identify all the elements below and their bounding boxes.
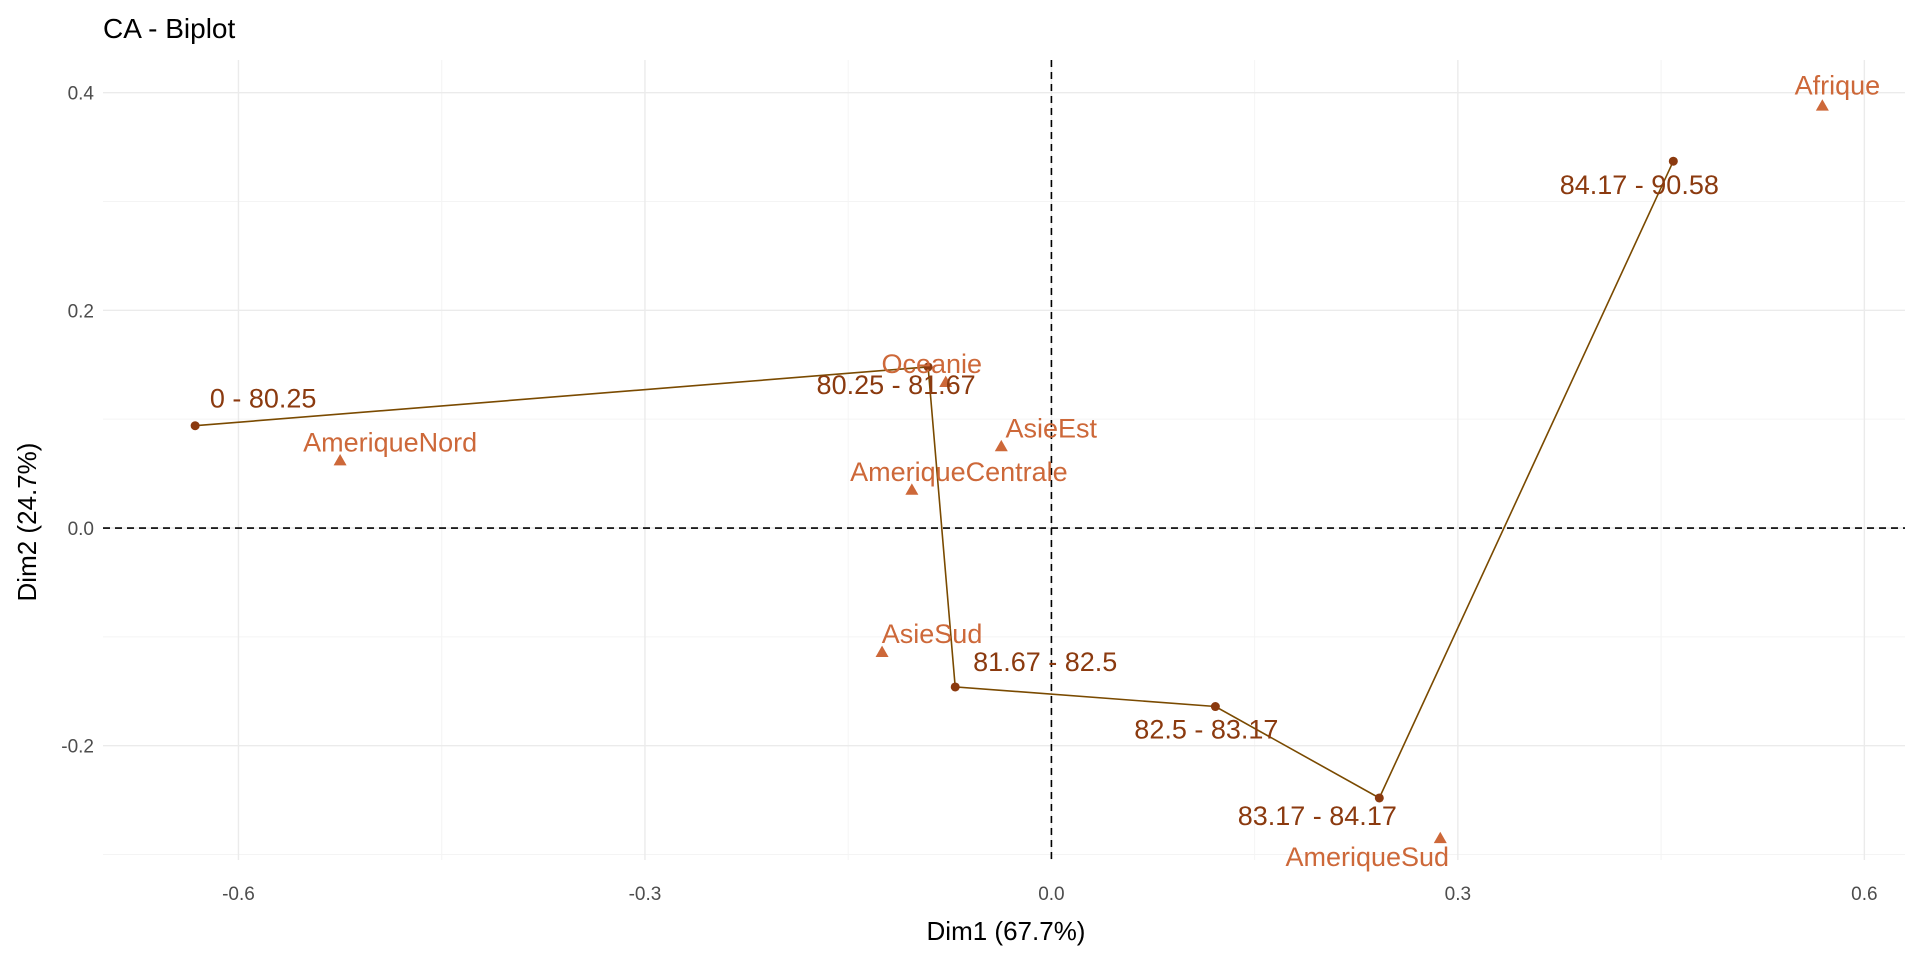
zero-reference-lines — [103, 60, 1905, 860]
row-point — [1210, 702, 1220, 712]
row-point-label: 80.25 - 81.67 — [817, 370, 976, 400]
column-point-label: AmeriqueSud — [1285, 842, 1449, 872]
row-point — [1374, 793, 1384, 803]
column-point — [333, 454, 347, 466]
x-tick-label: 0.0 — [1038, 884, 1064, 905]
x-tick-label: 0.6 — [1851, 884, 1877, 905]
column-point — [994, 439, 1008, 452]
row-point-label: 84.17 - 90.58 — [1560, 170, 1719, 200]
column-point-label: AmeriqueNord — [303, 428, 477, 458]
x-tick-label: 0.3 — [1445, 884, 1471, 905]
row-point-label: 81.67 - 82.5 — [973, 647, 1117, 677]
x-tick-label: -0.6 — [222, 884, 255, 905]
x-tick-label: -0.3 — [629, 884, 662, 905]
column-point-label: Afrique — [1795, 71, 1881, 101]
data-points — [190, 99, 1829, 844]
column-point-label: AsieEst — [1006, 413, 1098, 443]
row-point-label: 83.17 - 84.17 — [1238, 801, 1397, 831]
row-trajectory-line — [195, 160, 1675, 800]
column-point-label: AsieSud — [882, 619, 983, 649]
chart-title: CA - Biplot — [103, 13, 235, 44]
row-point — [1668, 156, 1678, 166]
x-axis-title: Dim1 (67.7%) — [927, 916, 1086, 946]
y-axis-title: Dim2 (24.7%) — [12, 443, 42, 602]
row-point — [190, 421, 200, 431]
axis-ticks: -0.6 -0.3 0.0 0.3 0.6 -0.2 0.0 0.2 0.4 — [61, 84, 1877, 905]
y-tick-label: 0.0 — [68, 519, 94, 540]
column-point — [939, 375, 953, 388]
column-point — [905, 483, 919, 495]
row-point-label: 0 - 80.25 — [210, 384, 317, 414]
column-point-label: AmeriqueCentrale — [850, 457, 1068, 487]
row-trajectory — [195, 160, 1675, 800]
column-point — [1433, 831, 1447, 844]
column-point-label: Oceanie — [881, 349, 982, 379]
y-tick-label: 0.2 — [68, 301, 94, 322]
column-point — [1815, 99, 1829, 111]
data-labels: 0 - 80.25 80.25 - 81.67 81.67 - 82.5 82.5 -… — [210, 71, 1880, 873]
row-point — [950, 682, 960, 692]
column-point — [875, 645, 889, 657]
row-point-label: 82.5 - 83.17 — [1134, 715, 1278, 745]
y-tick-label: 0.4 — [68, 84, 95, 105]
row-point — [923, 362, 933, 372]
y-tick-label: -0.2 — [61, 737, 94, 758]
